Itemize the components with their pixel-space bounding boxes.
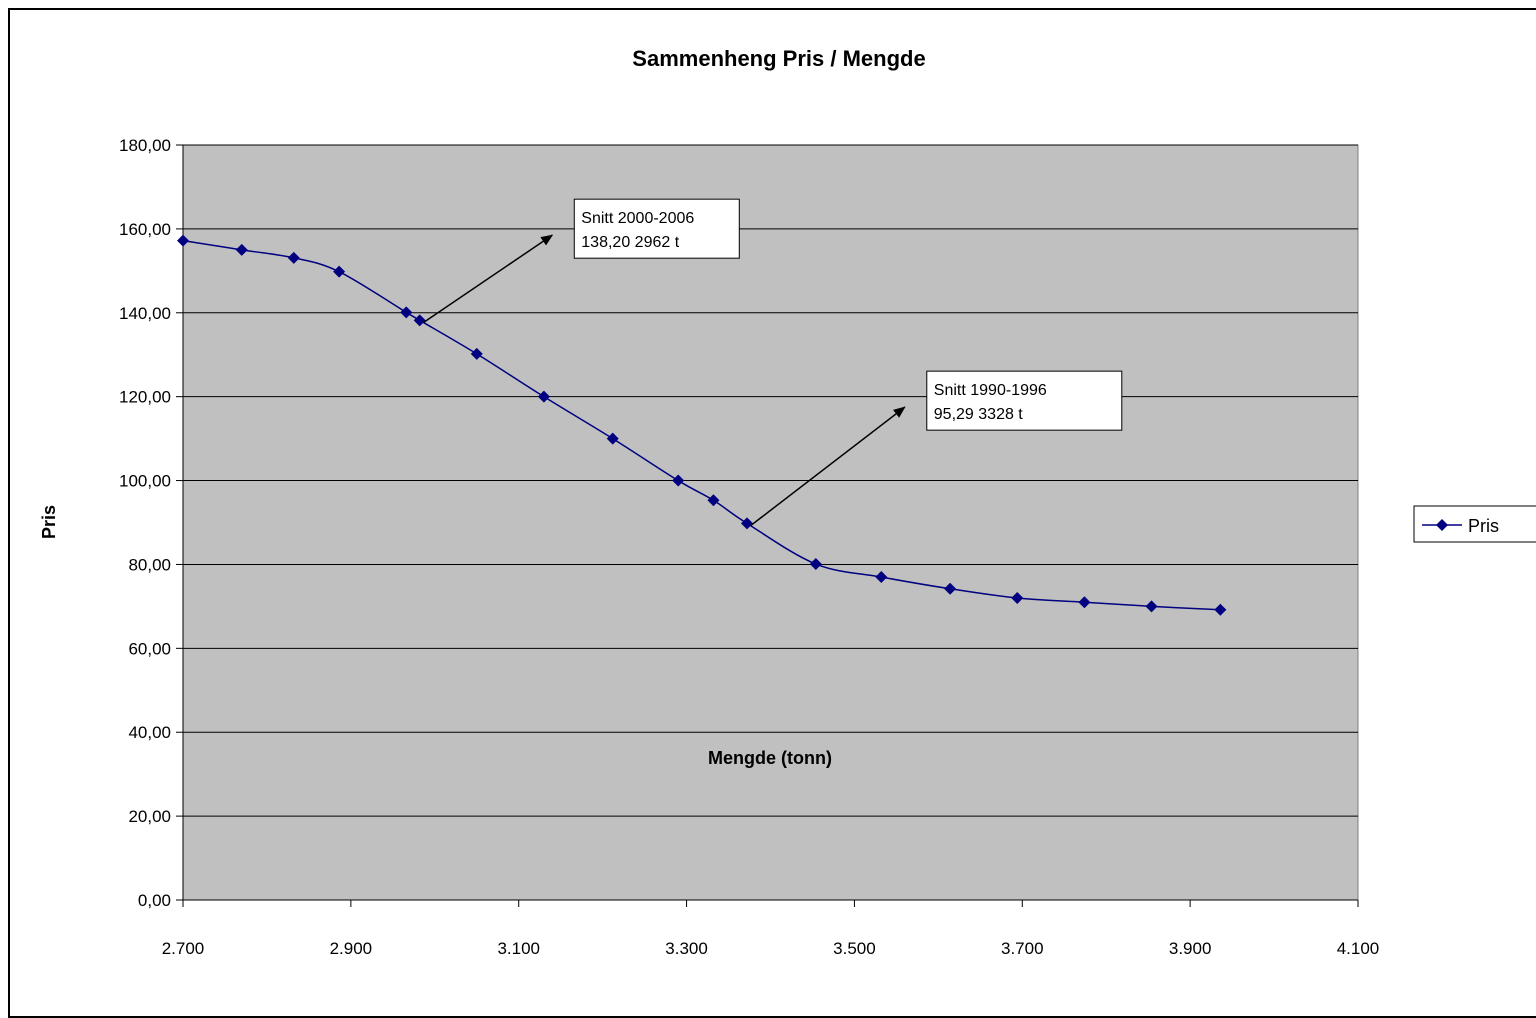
y-tick-label: 140,00 [119,304,171,323]
series-pris [177,234,1227,616]
annotation-line2: 138,20 2962 t [581,234,679,251]
data-point [875,571,888,584]
y-tick-label: 40,00 [128,723,171,742]
data-point [1145,600,1158,613]
data-point [333,265,346,278]
data-point [470,347,483,360]
y-tick-label: 160,00 [119,220,171,239]
data-point [809,558,822,571]
annotation-arrow [423,234,554,323]
data-point [287,251,300,264]
y-tick-label: 0,00 [138,891,171,910]
annotation-arrow [750,406,906,526]
data-point [1011,592,1024,604]
data-point [707,494,720,507]
data-point [177,234,189,247]
chart-title: Sammenheng Pris / Mengde [632,46,925,71]
y-tick-label: 180,00 [119,136,171,155]
data-point [400,306,413,319]
x-axis-ticks: 2.700 2.900 3.100 3.300 3.500 3.700 3.900 4.100 [162,900,1380,958]
y-tick-label: 60,00 [128,639,171,658]
legend-marker [1436,519,1448,531]
plot-area [182,144,1359,901]
x-tick-label: 3.700 [1001,939,1044,958]
legend: Pris [1413,505,1536,543]
y-tick-label: 100,00 [119,472,171,491]
data-point [537,390,550,403]
annotation-box [926,370,1123,431]
x-tick-label: 3.500 [833,939,876,958]
y-tick-label: 120,00 [119,388,171,407]
annotation-line1: Snitt 1990-1996 [934,382,1047,399]
annotation-box [573,198,740,259]
x-tick-label: 3.300 [665,939,708,958]
x-tick-label: 4.100 [1337,939,1380,958]
y-axis-ticks: 0,00 20,00 40,00 60,00 80,00 100,00 120,00 140,… [119,136,183,910]
x-tick-label: 3.100 [497,939,540,958]
x-tick-label: 3.900 [1169,939,1212,958]
annotations: Snitt 2000-2006 138,20 2962 t Snitt 1990-1… [423,198,1123,526]
legend-box [1413,505,1536,543]
legend-label: Pris [1468,516,1499,536]
data-point [1078,596,1091,609]
annotation-line1: Snitt 2000-2006 [581,210,694,227]
data-point [235,243,248,256]
annotation-line2: 95,29 3328 t [934,406,1024,423]
x-axis-label: Mengde (tonn) [708,748,832,768]
data-point [944,582,957,595]
data-point [1214,603,1227,616]
data-point [741,517,753,530]
x-tick-label: 2.700 [162,939,205,958]
x-tick-label: 2.900 [330,939,373,958]
y-axis-label: Pris [39,505,59,539]
gridlines [183,144,1358,817]
data-point [606,432,619,445]
y-tick-label: 80,00 [128,555,171,574]
data-point [413,314,426,327]
data-point [672,474,685,487]
y-tick-label: 20,00 [128,807,171,826]
